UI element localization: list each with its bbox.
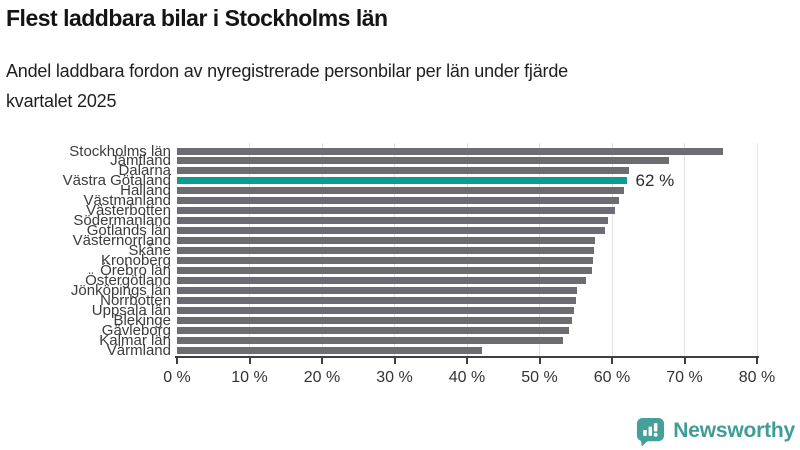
bar xyxy=(177,266,593,274)
x-axis-tick-label: 60 % xyxy=(593,369,631,386)
newsworthy-logo-icon xyxy=(637,417,665,447)
category-label: Södermanland xyxy=(73,212,171,230)
newsworthy-logo[interactable]: Newsworthy xyxy=(635,415,795,447)
value-annotation: 62 % xyxy=(635,170,675,190)
x-axis-tick xyxy=(466,358,468,364)
x-axis-tick xyxy=(611,358,613,364)
category-label: Kalmar län xyxy=(99,331,171,349)
category-label: Västmanland xyxy=(83,192,171,210)
category-label: Blekinge xyxy=(113,311,171,329)
category-label: Uppsala län xyxy=(91,301,171,319)
gridline xyxy=(611,143,613,356)
category-label: Jämtland xyxy=(110,152,171,170)
bar xyxy=(177,237,596,245)
category-label: Kronoberg xyxy=(100,251,171,269)
bar xyxy=(177,207,615,215)
category-label: Stockholms län xyxy=(69,142,171,160)
chart-title: Flest laddbara bilar i Stockholms län xyxy=(6,5,388,31)
category-label: Västra Götaland xyxy=(62,172,171,190)
x-axis-line xyxy=(175,356,759,358)
x-axis-tick xyxy=(248,358,251,364)
bar xyxy=(177,276,586,284)
x-axis-tick-label: 70 % xyxy=(666,369,703,386)
category-label: Värmland xyxy=(106,341,171,359)
x-axis-tick-label: 10 % xyxy=(231,369,268,386)
category-label: Östergötland xyxy=(85,271,171,289)
gridline xyxy=(756,143,758,356)
bar xyxy=(177,147,723,155)
bar xyxy=(177,157,670,165)
x-axis-tick-label: 20 % xyxy=(303,369,341,386)
category-label: Västerbotten xyxy=(85,202,171,220)
category-label: Norrbotten xyxy=(100,291,171,309)
bar xyxy=(177,247,594,254)
category-label: Gävleborg xyxy=(101,321,171,339)
chart-subtitle-line1: Andel laddbara fordon av nyregistrerade … xyxy=(6,61,568,81)
category-label: Örebro län xyxy=(100,261,171,279)
x-axis-tick-label: 80 % xyxy=(738,369,776,386)
bar xyxy=(177,167,629,175)
bar xyxy=(177,256,594,264)
bar-highlighted xyxy=(177,177,627,185)
newsworthy-logo-text: Newsworthy xyxy=(673,419,795,442)
bar xyxy=(177,346,483,354)
category-label: Dalarna xyxy=(118,162,171,180)
chart-subtitle: Andel laddbara fordon av nyregistrerade … xyxy=(6,56,568,116)
x-axis-tick xyxy=(176,358,178,364)
category-label: Skåne xyxy=(128,242,171,259)
x-axis-tick xyxy=(683,358,686,364)
category-label: Jönköpings län xyxy=(70,281,171,299)
x-axis-tick-label: 50 % xyxy=(521,369,558,386)
bar xyxy=(177,217,608,225)
bar xyxy=(177,316,573,324)
category-label: Gotlands län xyxy=(86,222,171,240)
bar xyxy=(177,197,620,205)
x-axis-tick xyxy=(756,358,758,364)
x-axis-tick-label: 30 % xyxy=(376,369,413,386)
bar xyxy=(177,326,569,334)
x-axis-tick-label: 0 % xyxy=(163,369,191,386)
x-axis-tick-label: 40 % xyxy=(448,369,486,386)
bar xyxy=(177,227,606,235)
x-axis-tick xyxy=(321,358,323,364)
x-axis-tick xyxy=(393,358,396,364)
chart-subtitle-line2: kvartalet 2025 xyxy=(6,91,117,111)
category-label: Västernorrland xyxy=(72,232,171,250)
category-label: Halland xyxy=(120,182,171,200)
bar xyxy=(177,306,575,314)
bar xyxy=(177,336,564,344)
gridline xyxy=(684,143,685,356)
bar xyxy=(177,187,624,195)
bar xyxy=(177,286,578,294)
x-axis-tick xyxy=(538,358,541,364)
bar xyxy=(177,296,577,304)
